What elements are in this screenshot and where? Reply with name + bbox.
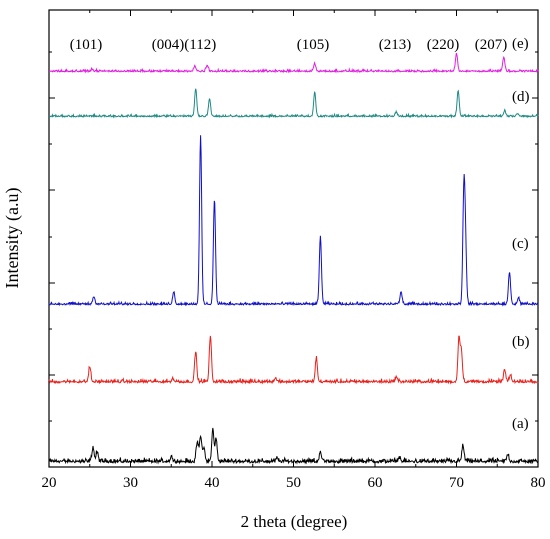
tick-layer: 20 30 40 50 60 70 80 <box>42 10 546 491</box>
peak-annotation: (101) <box>70 37 103 53</box>
peak-annotation: (207) <box>475 37 508 53</box>
series-line-b <box>48 335 539 385</box>
x-tick-label: 30 <box>123 475 138 491</box>
x-tick-label: 80 <box>531 475 546 491</box>
series-layer: (a) (b) (c) (d) (e) <box>48 36 539 465</box>
x-tick-label: 50 <box>286 475 301 491</box>
x-tick-label: 70 <box>449 475 464 491</box>
series-label-e: (e) <box>512 36 529 52</box>
series-line-e <box>48 52 539 74</box>
series-label-a: (a) <box>512 416 529 432</box>
series-line-d <box>48 88 539 119</box>
peak-annotation: (220) <box>427 37 460 53</box>
x-tick-label: 60 <box>368 475 383 491</box>
series-label-b: (b) <box>512 334 530 350</box>
y-axis-label: Intensity (a.u) <box>2 188 23 289</box>
series-line-c <box>48 135 539 307</box>
label-layer: (101) (004)(112) (105) (213) (220) (207) <box>70 37 508 53</box>
series-line-a <box>48 427 539 465</box>
x-tick-label: 40 <box>205 475 220 491</box>
peak-annotation: (213) <box>379 37 412 53</box>
plot-frame <box>48 9 539 468</box>
x-tick-label: 20 <box>42 475 57 491</box>
peak-annotation: (004)(112) <box>152 37 216 53</box>
series-label-c: (c) <box>512 236 529 252</box>
series-label-d: (d) <box>512 89 530 105</box>
peak-annotation: (105) <box>297 37 330 53</box>
x-axis-label: 2 theta (degree) <box>241 512 348 531</box>
